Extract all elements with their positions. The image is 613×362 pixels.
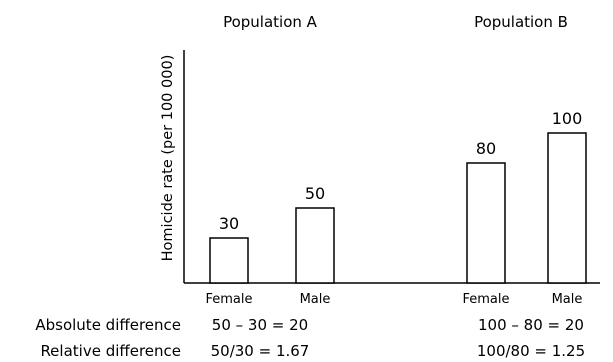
absolute-difference-row-label: Absolute difference [35, 316, 181, 334]
value-label-population-a-female: 30 [219, 214, 239, 233]
value-label-population-b-male: 100 [552, 109, 583, 128]
bar-population-b-male [547, 132, 587, 284]
group-title-population-a: Population A [223, 13, 318, 31]
value-label-population-b-female: 80 [476, 139, 496, 158]
absolute-difference-population-a: 50 – 30 = 20 [212, 316, 308, 334]
group-title-population-b: Population B [474, 13, 568, 31]
category-label-population-b-male: Male [552, 292, 583, 307]
relative-difference-row-label: Relative difference [40, 342, 181, 360]
absolute-difference-population-b: 100 – 80 = 20 [478, 316, 584, 334]
value-label-population-a-male: 50 [305, 184, 325, 203]
category-label-population-a-male: Male [300, 292, 331, 307]
category-label-population-b-female: Female [462, 292, 509, 307]
relative-difference-population-a: 50/30 = 1.67 [211, 342, 310, 360]
y-axis-label: Homicide rate (per 100 000) [160, 55, 176, 262]
relative-difference-population-b: 100/80 = 1.25 [477, 342, 585, 360]
category-label-population-a-female: Female [205, 292, 252, 307]
bar-population-b-female [466, 162, 506, 284]
bar-population-a-female [209, 237, 249, 284]
bar-population-a-male [295, 207, 335, 284]
